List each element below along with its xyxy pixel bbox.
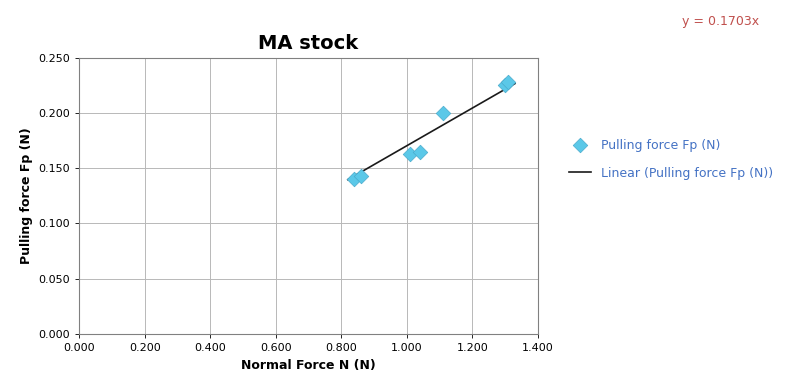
Y-axis label: Pulling force Fp (N): Pulling force Fp (N) — [20, 127, 32, 264]
Linear (Pulling force Fp (N)) — [510, 81, 520, 86]
Pulling force Fp (N) — [414, 149, 426, 155]
X-axis label: Normal Force N (N): Normal Force N (N) — [241, 359, 376, 372]
Pulling force Fp (N) — [403, 151, 416, 157]
Pulling force Fp (N) — [354, 173, 367, 179]
Text: y = 0.1703x: y = 0.1703x — [682, 15, 759, 28]
Title: MA stock: MA stock — [259, 34, 358, 53]
Legend: Pulling force Fp (N), Linear (Pulling force Fp (N)): Pulling force Fp (N), Linear (Pulling fo… — [562, 133, 780, 187]
Linear (Pulling force Fp (N)) — [343, 177, 353, 182]
Line: Linear (Pulling force Fp (N)): Linear (Pulling force Fp (N)) — [348, 84, 515, 180]
Pulling force Fp (N) — [348, 176, 361, 182]
Pulling force Fp (N) — [499, 82, 512, 88]
Pulling force Fp (N) — [502, 79, 515, 85]
Pulling force Fp (N) — [437, 110, 449, 116]
